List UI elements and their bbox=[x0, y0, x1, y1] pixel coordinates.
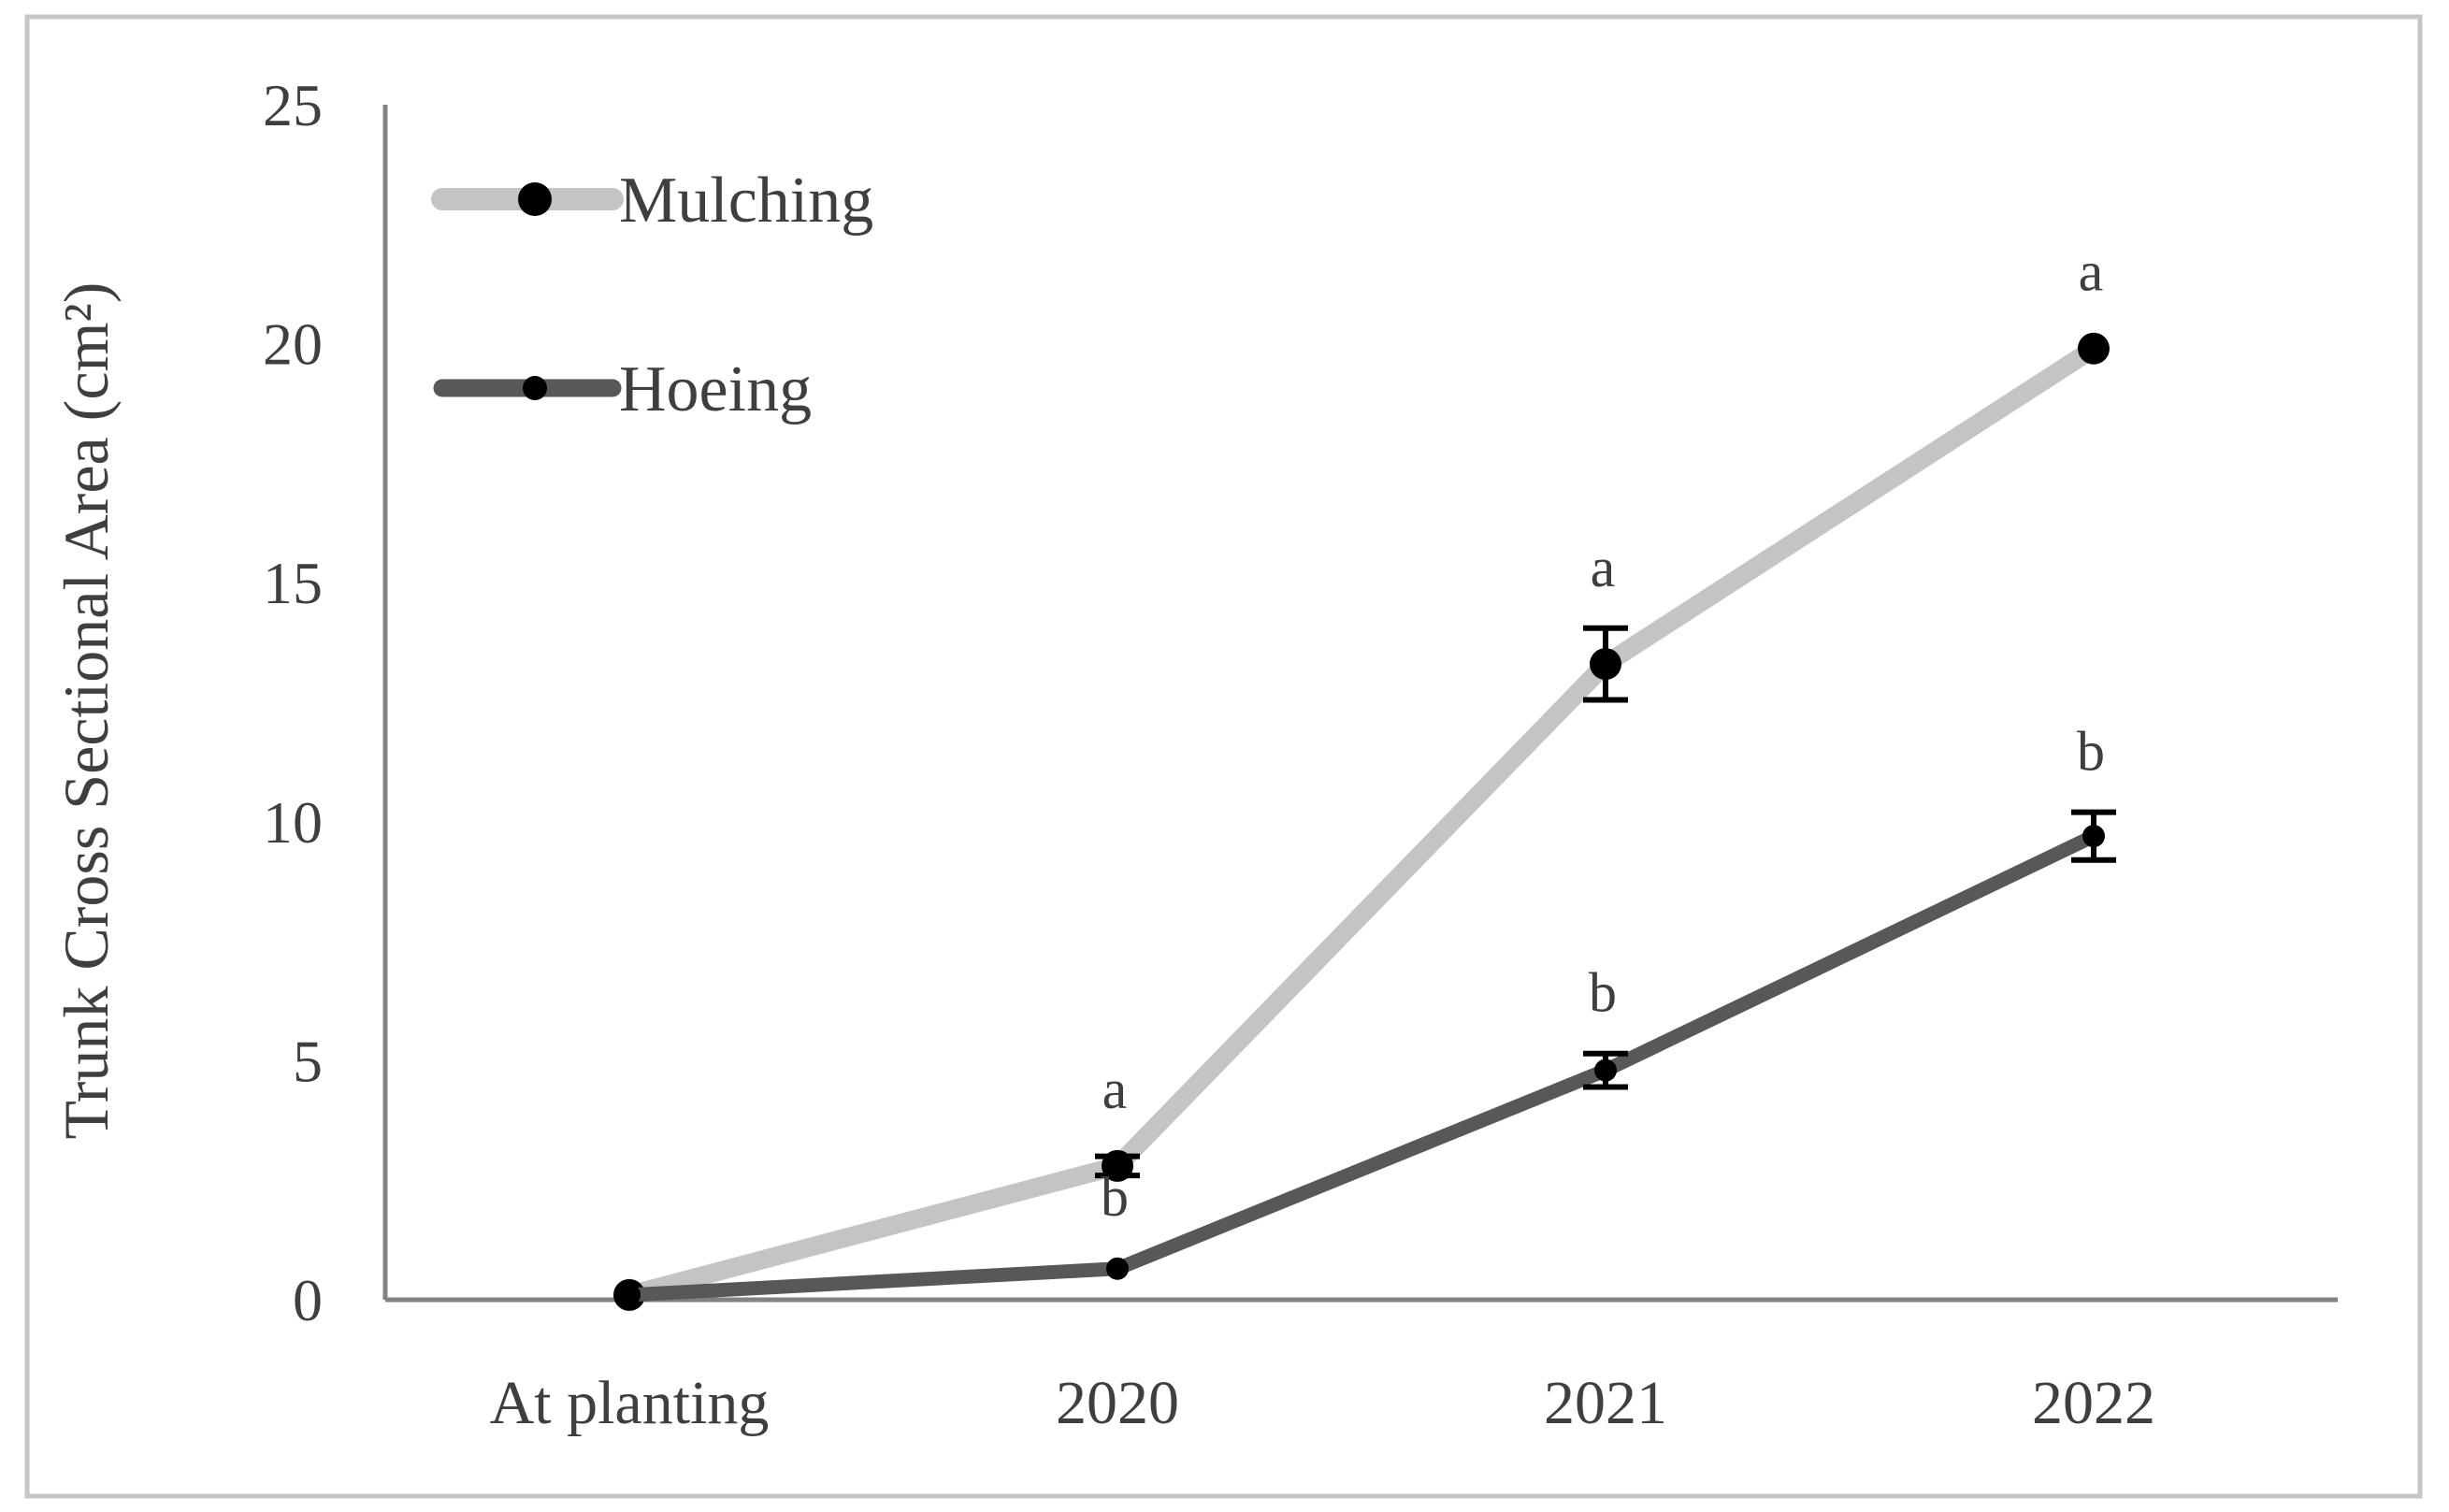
legend-item-hoeing: Hoeing bbox=[433, 353, 812, 425]
data-point-marker-mulching bbox=[2078, 332, 2110, 365]
data-point-marker-mulching bbox=[1102, 1149, 1133, 1182]
y-tick-label: 20 bbox=[263, 311, 323, 378]
y-axis-title: Trunk Cross Sectional Area (cm²) bbox=[50, 282, 122, 1140]
data-point-marker-hoeing bbox=[1594, 1058, 1617, 1082]
x-category-label: 2021 bbox=[1544, 1369, 1667, 1437]
legend-label: Mulching bbox=[619, 165, 873, 237]
legend-marker-dot bbox=[518, 182, 552, 216]
figure-border bbox=[24, 14, 2423, 1499]
legend-item-mulching: Mulching bbox=[431, 165, 873, 237]
y-tick-label: 10 bbox=[263, 789, 323, 856]
y-tick-labels: 0 5 10 15 20 25 bbox=[263, 72, 323, 1333]
data-point-marker-hoeing bbox=[2082, 825, 2105, 848]
x-category-label: At planting bbox=[490, 1369, 770, 1437]
significance-letter: b bbox=[2077, 721, 2105, 783]
significance-letter: b bbox=[1101, 1166, 1129, 1228]
significance-letter: b bbox=[1589, 962, 1617, 1024]
data-point-marker-hoeing bbox=[1106, 1257, 1129, 1280]
x-category-label: 2022 bbox=[2032, 1369, 2155, 1437]
legend-label: Hoeing bbox=[619, 353, 812, 425]
x-category-label: 2020 bbox=[1056, 1369, 1179, 1437]
data-point-marker-mulching bbox=[1590, 648, 1621, 681]
data-point-marker-hoeing bbox=[618, 1283, 641, 1306]
y-tick-label: 25 bbox=[263, 72, 323, 138]
significance-letter: a bbox=[1591, 537, 1616, 598]
y-tick-label: 5 bbox=[293, 1028, 323, 1094]
y-tick-label: 0 bbox=[293, 1267, 323, 1333]
significance-letter: a bbox=[1102, 1058, 1128, 1120]
series-line-mulching bbox=[620, 338, 2103, 1304]
x-category-labels: At planting 2020 2021 2022 bbox=[490, 1369, 2155, 1437]
significance-letter: a bbox=[2079, 241, 2104, 303]
series-line-hoeing bbox=[622, 828, 2101, 1303]
legend: Mulching Hoeing bbox=[431, 165, 873, 425]
legend-marker-dot bbox=[523, 376, 547, 400]
y-tick-label: 15 bbox=[263, 550, 323, 616]
